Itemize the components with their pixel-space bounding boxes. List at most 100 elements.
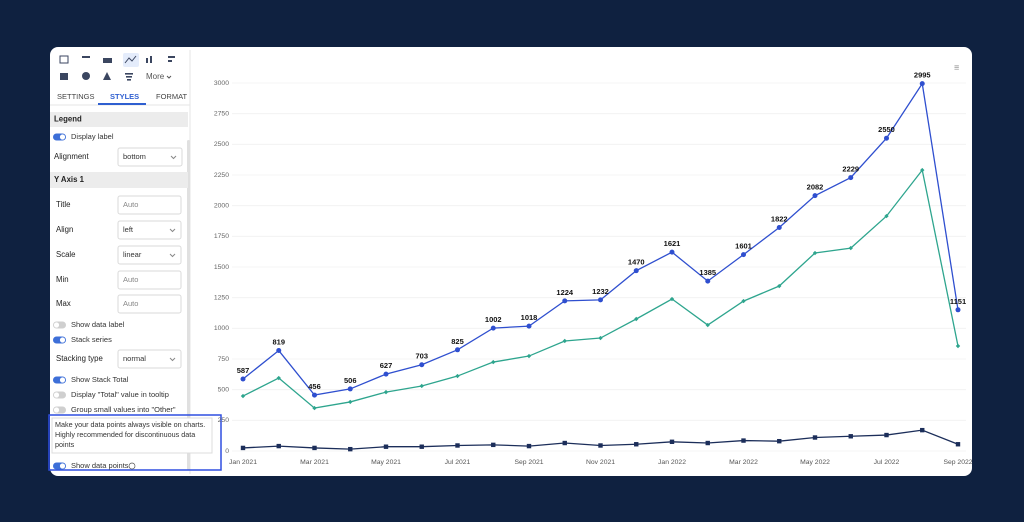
icon-hbar[interactable] <box>168 56 175 58</box>
input-placeholder: Auto <box>123 299 138 308</box>
field-label: Title <box>56 200 70 209</box>
data-point <box>669 439 675 444</box>
field-box[interactable] <box>117 195 182 215</box>
more-chevron <box>166 75 172 79</box>
field-box[interactable] <box>117 220 182 240</box>
toggle-label: Show data points <box>71 461 129 470</box>
icon-list2[interactable] <box>126 76 132 78</box>
data-point <box>705 322 710 328</box>
data-point <box>598 443 603 448</box>
icon-list[interactable] <box>125 73 133 75</box>
field-label: Stacking type <box>56 354 103 363</box>
field-label: Scale <box>56 250 76 259</box>
toggle-label: Stack series <box>71 335 112 344</box>
data-point <box>955 442 961 447</box>
x-tick-label: Jul 2021 <box>445 459 471 466</box>
icon-line[interactable] <box>124 55 137 64</box>
select-chevron <box>169 253 176 258</box>
tab[interactable]: FORMAT <box>156 92 188 101</box>
data-label: 1018 <box>521 313 538 322</box>
yaxis-header-bg <box>50 172 188 188</box>
data-point <box>705 278 711 284</box>
data-point <box>777 283 782 289</box>
select-value: normal <box>123 354 146 363</box>
info-icon <box>128 462 136 470</box>
field-label: Align <box>56 225 73 234</box>
data-point <box>526 323 532 329</box>
icon-funnel[interactable] <box>103 72 111 80</box>
menu-icon[interactable]: ≡ <box>954 62 959 72</box>
x-tick-label: Nov 2021 <box>586 459 615 466</box>
data-point <box>562 440 567 446</box>
data-label: 1224 <box>556 288 574 297</box>
data-label: 1601 <box>735 242 752 251</box>
select-value: linear <box>123 250 142 259</box>
toolbar <box>59 53 175 81</box>
data-point <box>777 438 782 444</box>
data-point <box>920 167 925 173</box>
icon-table[interactable] <box>59 55 69 64</box>
data-point <box>240 393 246 399</box>
data-point <box>276 443 281 449</box>
data-label: 2082 <box>807 183 824 192</box>
tooltip-box <box>51 417 213 454</box>
select-chevron <box>169 228 176 233</box>
icon-hbar2[interactable] <box>168 60 172 62</box>
data-point <box>776 225 782 231</box>
y-tick-label: 2250 <box>214 172 229 179</box>
data-point <box>455 347 460 353</box>
data-label: 1232 <box>592 287 609 296</box>
card <box>50 47 972 476</box>
scrollbar[interactable] <box>187 140 190 470</box>
field-box[interactable] <box>117 245 182 265</box>
y-tick-label: 1500 <box>214 264 229 271</box>
icon-list3[interactable] <box>127 79 131 81</box>
icon-area[interactable] <box>103 58 112 63</box>
data-point <box>347 386 353 392</box>
y-tick-label: 2750 <box>214 110 229 117</box>
toggle-label: Group small values into "Other" <box>71 405 176 414</box>
data-point <box>419 444 424 449</box>
data-point <box>526 443 532 449</box>
data-label: 1385 <box>699 268 716 277</box>
icon-bar[interactable] <box>146 58 148 63</box>
data-label: 1002 <box>485 315 502 324</box>
data-label: 703 <box>415 352 428 361</box>
legend-header-bg <box>50 112 188 127</box>
data-point <box>419 362 425 368</box>
tab-underline <box>98 103 146 105</box>
section-title: Y Axis 1 <box>54 175 85 184</box>
icon-pivot[interactable] <box>82 56 90 58</box>
tab[interactable]: STYLES <box>110 92 139 101</box>
x-tick-label: Jul 2022 <box>874 459 900 466</box>
icon-bar2[interactable] <box>150 56 152 63</box>
data-label: 627 <box>380 361 393 370</box>
more-button[interactable]: More <box>146 72 165 81</box>
y-tick-label: 2500 <box>214 141 229 148</box>
field-box[interactable] <box>117 270 182 290</box>
data-point <box>669 249 675 255</box>
field-box[interactable] <box>117 294 182 314</box>
tab[interactable]: SETTINGS <box>57 92 95 101</box>
data-point <box>526 353 532 359</box>
field-box[interactable] <box>117 349 182 369</box>
section-title: Legend <box>54 115 82 124</box>
data-point <box>884 432 889 438</box>
toggle-label: Show data label <box>71 320 125 329</box>
data-point <box>955 343 961 349</box>
data-point <box>920 427 925 433</box>
icon-pie[interactable] <box>82 72 90 80</box>
data-point <box>491 359 496 365</box>
input-placeholder: Auto <box>123 275 138 284</box>
y-tick-label: 1250 <box>214 294 229 301</box>
data-point <box>276 348 282 354</box>
toggle-knob <box>53 322 60 328</box>
icon-combo[interactable] <box>60 73 68 80</box>
data-point <box>490 325 496 331</box>
field-box[interactable] <box>117 147 183 167</box>
data-point <box>741 252 746 258</box>
data-point <box>919 81 925 87</box>
toggle-knob <box>59 463 66 469</box>
data-point <box>562 298 568 304</box>
